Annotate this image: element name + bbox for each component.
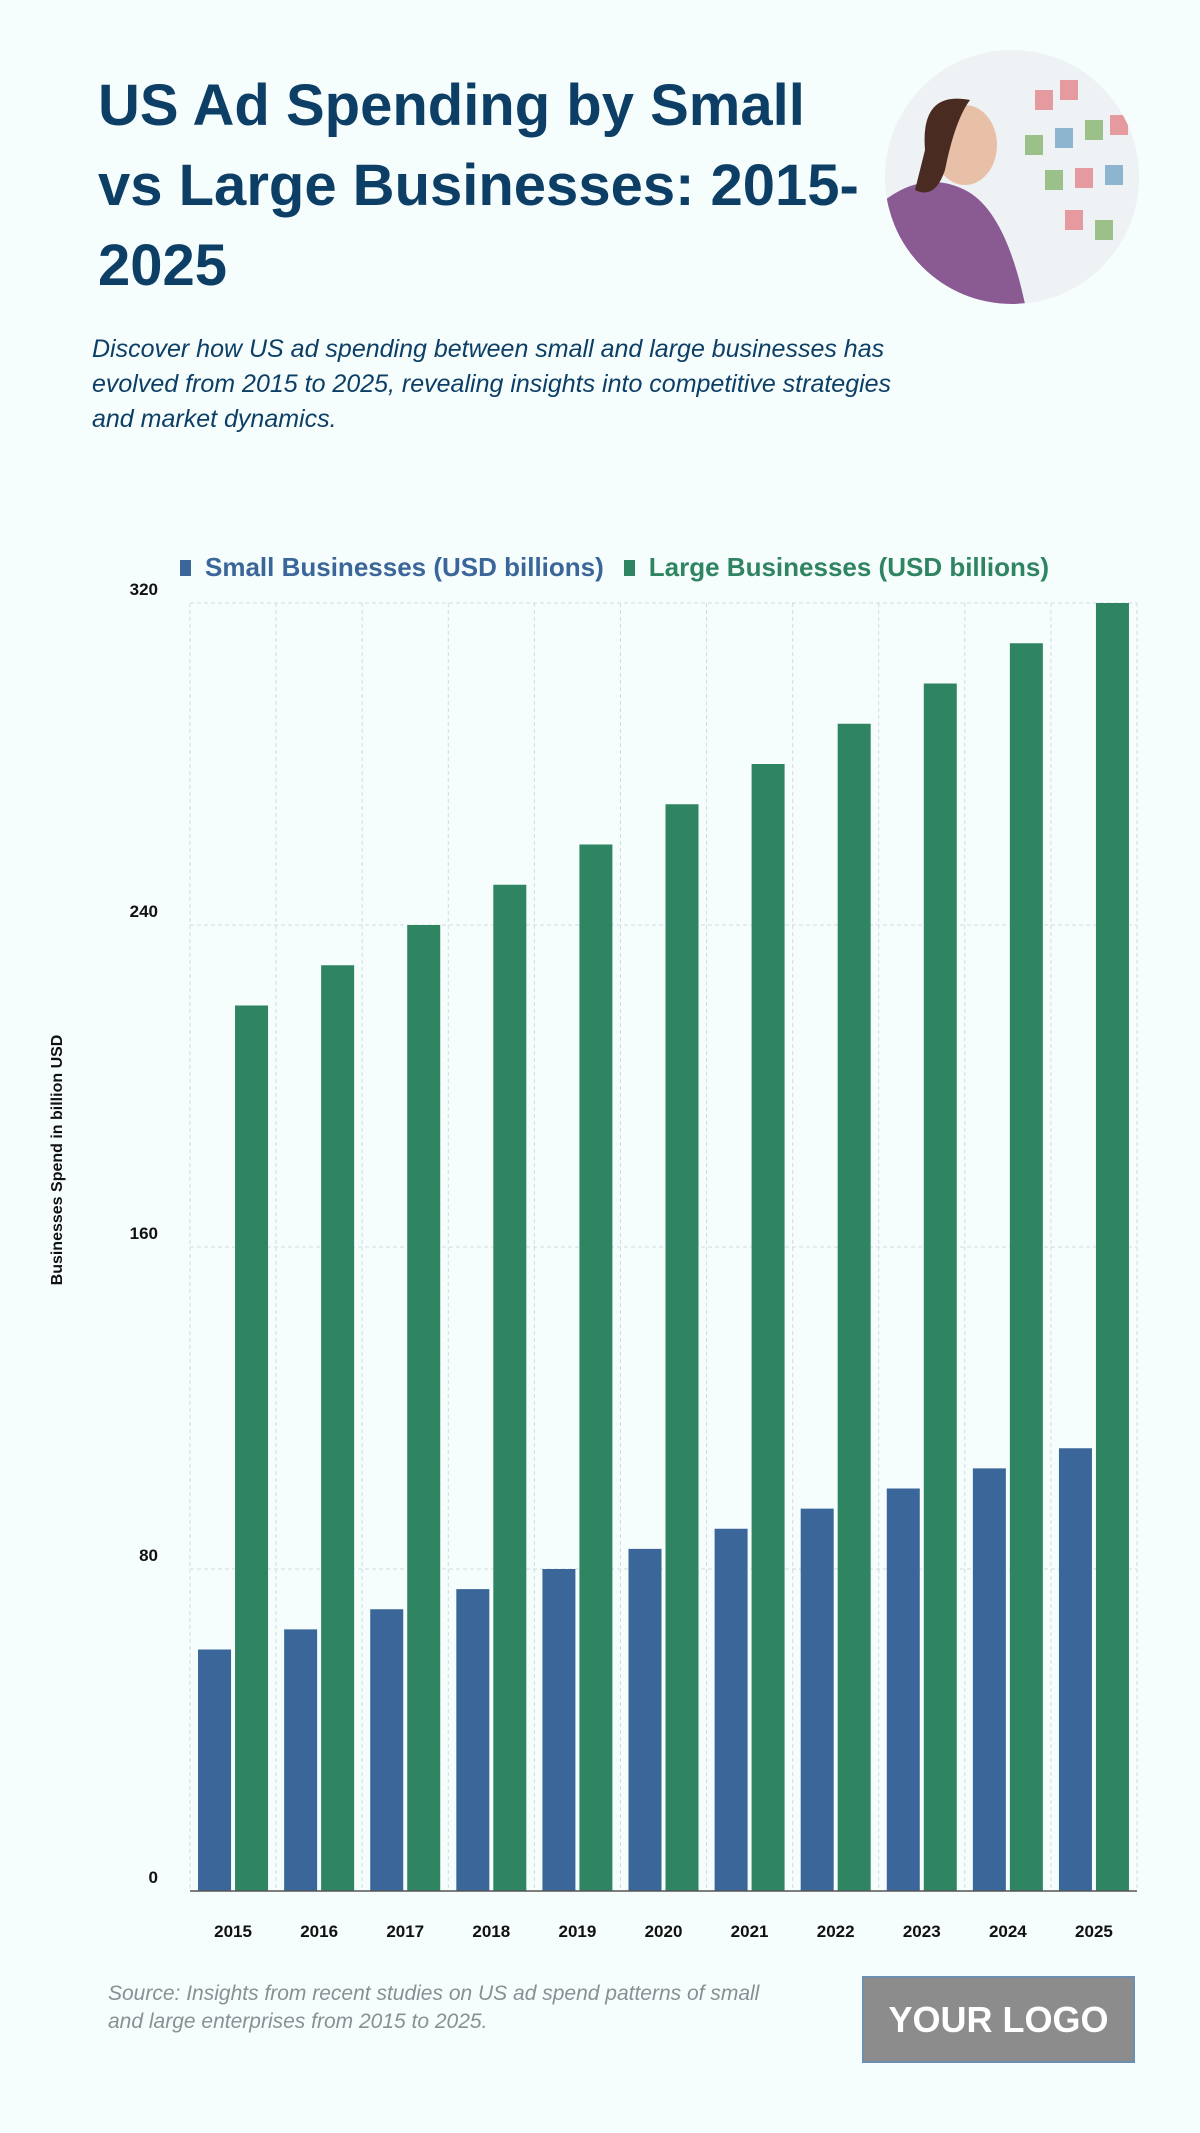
- page-subtitle: Discover how US ad spending between smal…: [92, 335, 892, 433]
- legend-label-large: Large Businesses (USD billions): [648, 552, 1049, 582]
- x-tick-label: 2015: [214, 1922, 252, 1941]
- legend-swatch-small: [180, 559, 191, 576]
- legend-swatch-large: [623, 559, 635, 576]
- bar-large-2025: [1095, 603, 1129, 1891]
- woman-photo: [885, 50, 1139, 304]
- y-tick-label: 0: [149, 1868, 158, 1887]
- logo-placeholder: YOUR LOGO: [862, 1976, 1135, 2063]
- x-tick-label: 2018: [472, 1922, 510, 1941]
- bar-large-2022: [837, 723, 871, 1891]
- bar-small-2018: [456, 1589, 490, 1891]
- y-tick-label: 80: [139, 1546, 158, 1565]
- bar-large-2021: [751, 764, 785, 1891]
- bar-large-2023: [923, 683, 957, 1891]
- x-tick-label: 2017: [386, 1922, 424, 1941]
- y-axis-label: Businesses Spend in billion USD: [49, 1034, 66, 1286]
- bar-small-2016: [284, 1629, 318, 1891]
- bar-small-2020: [628, 1548, 662, 1891]
- y-tick-label: 160: [130, 1224, 158, 1243]
- legend-item-small[interactable]: Small Businesses (USD billions): [180, 552, 604, 583]
- bar-small-2022: [800, 1508, 834, 1891]
- x-tick-label: 2022: [817, 1922, 855, 1941]
- bar-large-2019: [579, 844, 613, 1891]
- legend-item-large[interactable]: Large Businesses (USD billions): [623, 552, 1049, 583]
- bar-large-2018: [493, 884, 527, 1891]
- bar-small-2015: [198, 1649, 232, 1891]
- bar-large-2015: [235, 1005, 269, 1891]
- bar-large-2016: [321, 965, 355, 1891]
- x-tick-label: 2021: [731, 1922, 769, 1941]
- x-tick-label: 2024: [989, 1922, 1027, 1941]
- y-tick-label: 320: [130, 580, 158, 599]
- bar-small-2021: [714, 1528, 748, 1891]
- x-tick-label: 2023: [903, 1922, 941, 1941]
- bar-small-2023: [886, 1488, 920, 1891]
- bar-small-2019: [542, 1569, 576, 1891]
- chart-legend: Small Businesses (USD billions) Large Bu…: [180, 552, 1049, 583]
- bar-large-2020: [665, 804, 699, 1891]
- bar-small-2024: [972, 1468, 1006, 1891]
- x-tick-label: 2016: [300, 1922, 338, 1941]
- bar-small-2025: [1058, 1448, 1092, 1891]
- x-tick-label: 2020: [645, 1922, 683, 1941]
- x-tick-label: 2025: [1075, 1922, 1113, 1941]
- x-tick-label: 2019: [558, 1922, 596, 1941]
- legend-label-small: Small Businesses (USD billions): [205, 552, 604, 582]
- source-note: Source: Insights from recent studies on …: [108, 1982, 760, 2033]
- y-tick-label: 240: [130, 902, 158, 921]
- bar-large-2024: [1009, 643, 1043, 1891]
- page-title: US Ad Spending by Small vs Large Busines…: [98, 73, 859, 298]
- bar-large-2017: [407, 925, 441, 1891]
- bar-small-2017: [370, 1609, 404, 1891]
